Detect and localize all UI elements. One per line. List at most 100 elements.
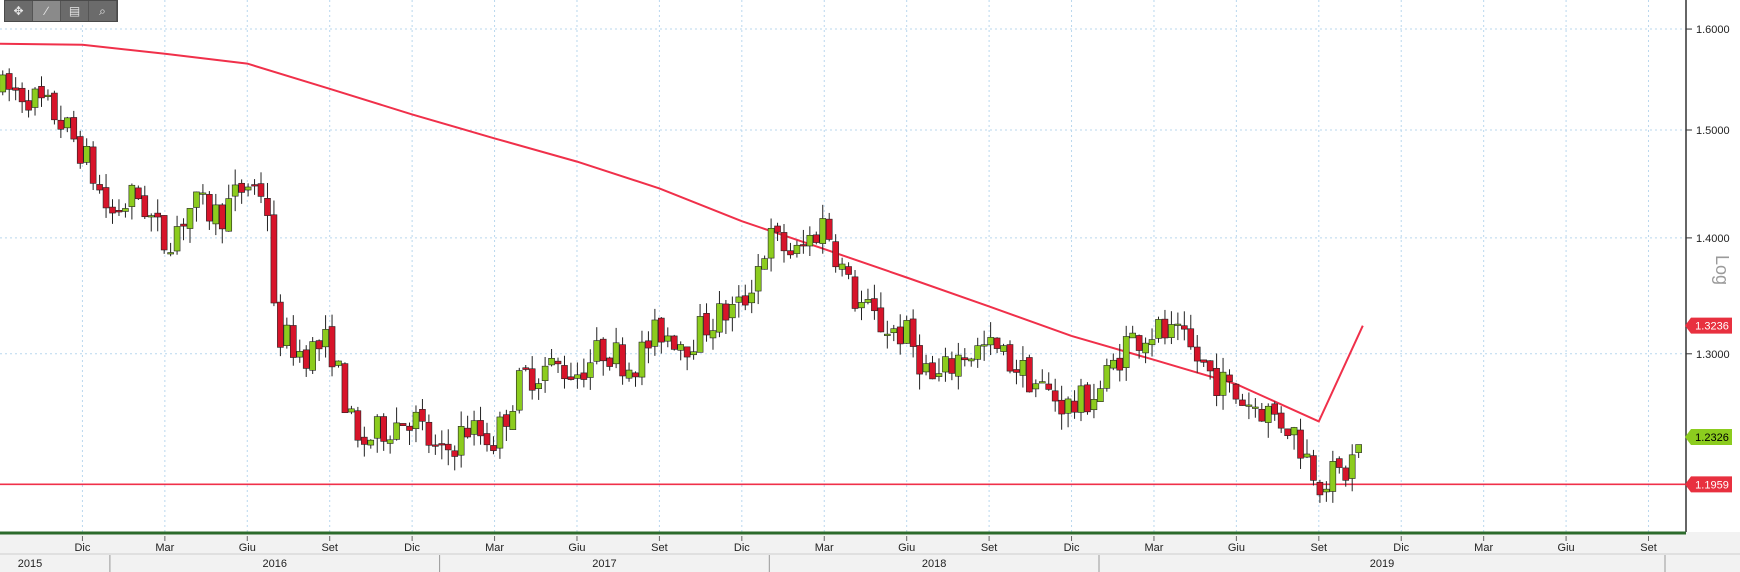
candle-body	[632, 372, 639, 378]
candle-body	[896, 326, 904, 345]
price-tag	[1685, 429, 1732, 446]
candle-body	[1122, 336, 1130, 369]
candle-body	[929, 362, 936, 380]
candle-body	[1355, 444, 1362, 453]
candle-body	[677, 344, 684, 351]
candle-body	[438, 443, 446, 446]
candle-body	[277, 301, 284, 348]
candle-body	[373, 416, 381, 439]
candle-body	[774, 225, 781, 233]
candle-body	[225, 198, 233, 232]
candle-body	[561, 365, 568, 380]
candle-body	[599, 338, 607, 362]
candle-body	[64, 117, 71, 129]
x-month-label: Dic	[404, 542, 420, 554]
candle-body	[593, 340, 601, 362]
moving-average-line	[0, 42, 1364, 423]
x-year-label: 2015	[18, 558, 42, 570]
candle-body	[793, 244, 801, 254]
candle-body	[574, 374, 581, 379]
x-month-label: Dic	[734, 542, 750, 554]
zoom-icon[interactable]: ⌕	[89, 1, 117, 21]
candle-body	[761, 258, 768, 270]
x-year-label: 2017	[592, 558, 616, 570]
crosshair-icon[interactable]: ✥	[5, 1, 33, 21]
candle-body	[1310, 455, 1317, 481]
candle-body	[348, 408, 355, 413]
candle-body	[961, 357, 969, 361]
chart-toolbar: ✥ ∕ ▤ ⌕	[4, 0, 118, 22]
candle-body	[186, 208, 194, 229]
candle-body	[767, 227, 775, 259]
candle-body	[167, 252, 174, 255]
candle-body	[1277, 412, 1285, 429]
candle-body	[541, 365, 549, 381]
y-tick-label: 1.4000	[1696, 233, 1730, 245]
candle-body	[812, 234, 820, 243]
candle-body	[406, 425, 413, 431]
candle-body	[955, 354, 962, 377]
candle-body	[806, 234, 814, 247]
candle-body	[341, 363, 349, 414]
candle-body	[154, 212, 162, 218]
candle-body	[580, 372, 588, 380]
candle-body	[709, 330, 717, 339]
candle-body	[251, 184, 258, 187]
candle-body	[838, 263, 846, 270]
candle-body	[974, 345, 982, 360]
candle-body	[315, 340, 323, 350]
candle-body	[748, 292, 756, 304]
document-icon[interactable]: ▤	[61, 1, 89, 21]
candle-body	[1000, 345, 1007, 352]
candle-body	[800, 244, 807, 247]
candle-body	[1329, 461, 1337, 492]
candle-body	[884, 333, 891, 336]
candle-body	[264, 198, 271, 216]
candle-body	[741, 295, 749, 306]
candle-body	[1071, 400, 1078, 413]
candle-body	[128, 184, 136, 207]
candle-body	[1051, 390, 1059, 402]
candle-body	[832, 241, 839, 268]
candle-body	[218, 204, 226, 230]
candle-body	[1213, 367, 1220, 396]
x-month-label: Mar	[815, 542, 834, 554]
candle-body	[1335, 458, 1343, 468]
candle-body	[1187, 328, 1195, 348]
x-month-label: Set	[651, 542, 668, 554]
candle-body	[787, 250, 794, 256]
candle-body	[199, 192, 207, 195]
candle-body	[1155, 319, 1162, 339]
candle-body	[231, 184, 239, 197]
candle-body	[909, 318, 917, 347]
y-tick-label: 1.5000	[1696, 125, 1730, 137]
candle-body	[1174, 323, 1182, 326]
candle-body	[1284, 428, 1291, 436]
candle-body	[658, 317, 665, 343]
candle-body	[625, 369, 633, 379]
x-axis: Dic Mar Giu Set Dic Mar Giu Set Dic Mar Giu Set Dic M…	[0, 531, 1740, 572]
candle-body	[244, 186, 252, 191]
candle-body	[754, 266, 762, 292]
candle-body	[554, 360, 562, 365]
candle-body	[109, 206, 116, 214]
draw-line-icon[interactable]: ∕	[33, 1, 61, 21]
x-year-label: 2019	[1370, 558, 1394, 570]
candle-body	[1303, 453, 1311, 458]
candle-body	[444, 443, 452, 451]
candle-body	[606, 357, 613, 367]
candle-body	[386, 439, 394, 444]
candle-body	[922, 363, 930, 373]
candle-body	[309, 341, 316, 371]
price-tags: 1.3236 1.2326 1.1959	[1685, 317, 1732, 493]
candle-body	[645, 340, 652, 349]
candle-body	[1323, 488, 1330, 493]
candle-body	[1058, 399, 1065, 415]
candle-body	[1206, 360, 1214, 372]
candle-body	[0, 74, 7, 93]
candle-body	[722, 303, 730, 321]
x-month-label: Giu	[568, 542, 585, 554]
candle-body	[25, 100, 32, 111]
candle-body	[451, 450, 459, 457]
